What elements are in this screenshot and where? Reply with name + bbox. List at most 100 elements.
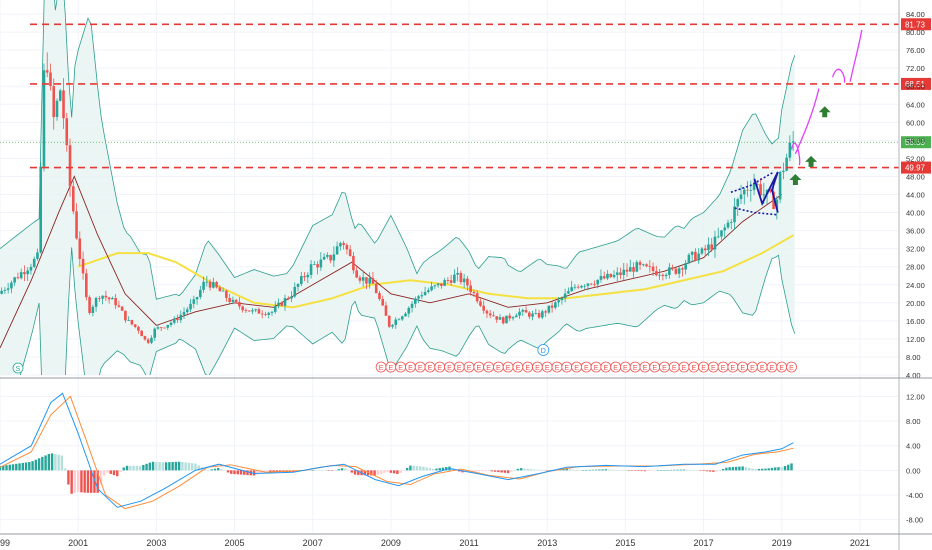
level-price-tag (901, 77, 931, 90)
candle-body (756, 184, 759, 185)
bollinger-bands (0, 0, 796, 375)
candle-body (277, 302, 280, 307)
macd-histogram-bar (99, 470, 103, 485)
candle-body (120, 306, 124, 311)
macd-histogram-bar (532, 469, 536, 471)
candle-body (322, 256, 326, 260)
macd-histogram-bar (490, 470, 494, 472)
candle-body (612, 274, 616, 278)
candle-body (661, 274, 665, 277)
candle-body (501, 317, 505, 324)
event-markers[interactable]: SDE E E E E E E E E E E E E E E E E E E E E E E E E E E E E E E E E E E E E E… (12, 344, 797, 374)
candle-body (296, 284, 300, 287)
macd-histogram-bar (184, 462, 187, 471)
macd-histogram-bar (607, 469, 611, 471)
macd-histogram-bar (718, 470, 722, 471)
macd-histogram-bar (562, 468, 565, 471)
last-price-label: 55.59 (905, 138, 926, 147)
macd-histogram-bar (692, 470, 695, 471)
last-price-tag (901, 136, 931, 149)
candle-body (146, 339, 150, 343)
macd-histogram-bar (578, 470, 581, 471)
macd-histogram-bar (44, 455, 47, 471)
candle-body (36, 252, 39, 259)
candle-body (381, 299, 385, 306)
macd-histogram-bar (783, 466, 787, 471)
macd-histogram-bar (70, 470, 73, 494)
macd-histogram-bar (129, 465, 132, 471)
candle-body (199, 289, 202, 297)
candle-body (563, 293, 567, 299)
macd-histogram-bar (637, 470, 640, 471)
candle-body (234, 299, 238, 302)
candle-body (625, 269, 629, 272)
earnings-marker-label: E (379, 365, 384, 372)
earnings-marker-label: E (496, 365, 501, 372)
earnings-marker-label: E (740, 365, 745, 372)
price-axis-label: 52.00 (906, 154, 925, 163)
macd-histogram-bar (445, 467, 448, 471)
macd-histogram-bar (669, 469, 673, 471)
candle-body (166, 324, 170, 328)
candle-body (55, 100, 59, 118)
candle-body (778, 172, 782, 200)
macd-histogram-bar (572, 469, 575, 471)
macd-histogram-bar (588, 469, 591, 471)
time-axis-label: 2009 (381, 538, 401, 548)
dividend-marker-icon (537, 344, 550, 356)
macd-histogram-bar (8, 464, 11, 471)
horizontal-levels[interactable]: 81.73 68.51 49.97 55.59 (0, 18, 931, 174)
macd-histogram-bar (392, 470, 396, 474)
candle-body (785, 157, 788, 171)
candle-body (479, 301, 482, 306)
candle-body (332, 254, 336, 261)
macd-histogram-bar (614, 469, 617, 471)
candle-body (280, 302, 284, 306)
macd-histogram-bar (197, 465, 200, 471)
candle-body (505, 315, 508, 324)
user-drawings[interactable] (730, 29, 863, 216)
macd-histogram-bar (585, 470, 588, 471)
candle-body (159, 327, 163, 329)
earnings-marker-label: E (779, 365, 784, 372)
macd-histogram-bar (119, 470, 122, 472)
macd-histogram-bar (790, 463, 793, 471)
ma-fast-line (0, 175, 782, 349)
macd-histogram-bar (177, 461, 181, 471)
earnings-marker-label: E (535, 365, 540, 372)
candle-body (791, 141, 795, 143)
macd-histogram-bar (76, 470, 80, 492)
macd-histogram-bar (617, 470, 621, 471)
candle-body (218, 287, 222, 292)
macd-histogram-bar (441, 467, 445, 471)
macd-histogram-bar (370, 470, 373, 476)
macd-histogram-bar (331, 470, 334, 471)
macd-histogram-bar (353, 470, 357, 475)
candle-body (710, 244, 714, 250)
price-axis-label: 28.00 (906, 263, 925, 272)
bollinger-upper-band (0, 0, 796, 300)
candle-body (309, 264, 313, 275)
macd-histogram-bar (239, 470, 243, 475)
macd-histogram-bar (480, 470, 484, 472)
macd-histogram-bar (715, 470, 718, 472)
candle-body (192, 299, 196, 304)
candle-body (247, 310, 251, 312)
candle-body (329, 255, 332, 261)
macd-histogram-bar (660, 470, 663, 471)
candle-body (602, 276, 606, 279)
ma-slow-line (77, 234, 794, 309)
time-axis-label: 2015 (615, 538, 635, 548)
earnings-marker-icon (786, 361, 797, 373)
candle-body (697, 253, 700, 261)
macd-histogram-bar (168, 462, 171, 471)
macd-histogram-bar (132, 465, 135, 471)
macd-histogram-bar (594, 469, 598, 471)
indicator-axis-label: 12.00 (906, 392, 925, 401)
candle-body (94, 298, 98, 307)
earnings-marker-label: E (633, 365, 638, 372)
candle-body (752, 184, 756, 190)
price-axis-label: 40.00 (906, 209, 925, 218)
candle-body (404, 313, 407, 317)
